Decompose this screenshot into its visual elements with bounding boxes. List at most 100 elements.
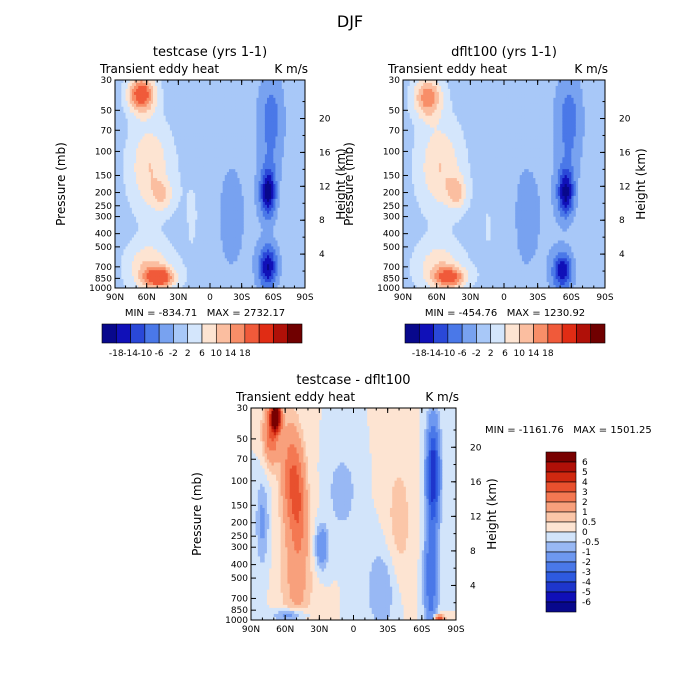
field-cell: [180, 124, 183, 128]
field-cell: [161, 106, 164, 111]
field-cell: [233, 148, 236, 152]
field-cell: [262, 88, 266, 93]
field-cell: [182, 195, 186, 200]
field-cell: [220, 106, 224, 111]
field-cell: [163, 82, 167, 87]
field-cell: [121, 139, 124, 143]
field-cell: [161, 184, 164, 188]
field-cell: [216, 130, 219, 134]
field-cell: [182, 154, 186, 158]
field-cell: [178, 118, 181, 122]
field-cell: [258, 204, 262, 209]
field-cell: [167, 219, 171, 224]
field-cell: [174, 97, 177, 102]
field-cell: [127, 279, 131, 283]
field-cell: [250, 258, 253, 262]
field-cell: [214, 222, 217, 226]
field-cell: [193, 133, 196, 137]
field-cell: [220, 210, 224, 215]
field-cell: [235, 228, 238, 232]
field-cell: [150, 279, 154, 283]
field-cell: [222, 151, 226, 155]
field-cell: [248, 222, 251, 226]
field-cell: [237, 240, 240, 244]
field-cell: [174, 243, 177, 247]
field-cell: [239, 285, 243, 289]
field-cell: [184, 181, 188, 185]
field-cell: [123, 234, 126, 238]
field-cell: [150, 139, 154, 143]
field-cell: [207, 264, 211, 268]
field-cell: [117, 88, 120, 93]
field-cell: [150, 82, 154, 87]
field-cell: [239, 201, 243, 206]
field-cell: [142, 228, 145, 232]
field-cell: [184, 121, 188, 125]
field-cell: [207, 136, 211, 140]
field-cell: [224, 195, 228, 200]
field-cell: [167, 109, 171, 114]
field-cell: [159, 151, 162, 155]
field-cell: [250, 85, 253, 90]
field-cell: [233, 151, 236, 155]
field-cell: [180, 97, 183, 102]
field-cell: [193, 160, 196, 164]
field-cell: [218, 285, 221, 289]
field-cell: [169, 94, 173, 99]
field-cell: [191, 136, 194, 140]
field-cell: [121, 115, 124, 120]
field-cell: [165, 136, 169, 140]
field-cell: [262, 225, 266, 229]
field-cell: [138, 246, 141, 250]
field-cell: [243, 234, 247, 238]
field-cell: [233, 157, 236, 161]
field-cell: [243, 186, 247, 191]
field-cell: [256, 109, 259, 114]
field-cell: [214, 169, 217, 173]
field-cell: [199, 100, 202, 105]
field-cell: [121, 285, 124, 289]
field-cell: [224, 166, 228, 170]
field-cell: [256, 100, 259, 105]
field-cell: [252, 88, 255, 93]
field-cell: [153, 231, 156, 235]
field-cell: [233, 100, 236, 105]
field-cell: [250, 195, 253, 200]
field-cell: [121, 255, 124, 259]
field-cell: [172, 136, 175, 140]
field-cell: [191, 261, 194, 265]
field-cell: [138, 192, 141, 197]
field-cell: [163, 186, 167, 191]
field-cell: [136, 240, 139, 244]
field-cell: [153, 85, 156, 90]
field-cell: [231, 186, 234, 191]
field-cell: [121, 201, 124, 206]
field-cell: [193, 112, 196, 117]
field-cell: [131, 276, 135, 280]
field-cell: [214, 273, 217, 277]
field-cell: [121, 273, 124, 277]
field-cell: [157, 82, 160, 87]
field-cell: [155, 273, 158, 277]
field-cell: [182, 240, 186, 244]
field-cell: [146, 282, 150, 286]
field-cell: [140, 100, 143, 105]
field-cell: [235, 97, 238, 102]
field-cell: [248, 88, 251, 93]
field-cell: [136, 258, 139, 262]
field-cell: [123, 106, 126, 111]
field-cell: [245, 181, 249, 185]
field-cell: [233, 82, 236, 87]
field-cell: [224, 198, 228, 203]
field-cell: [142, 237, 145, 241]
field-cell: [165, 124, 169, 128]
field-cell: [131, 204, 135, 209]
field-cell: [243, 189, 247, 194]
field-cell: [125, 273, 129, 277]
field-cell: [123, 151, 126, 155]
field-cell: [191, 237, 194, 241]
field-cell: [125, 139, 129, 143]
field-cell: [203, 279, 207, 283]
field-cell: [159, 142, 162, 146]
field-cell: [131, 243, 135, 247]
